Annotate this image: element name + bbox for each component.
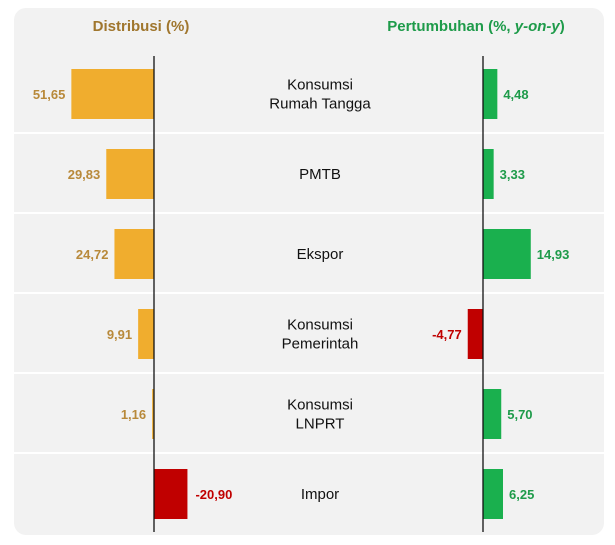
growth-label: 4,48 xyxy=(503,87,528,102)
distribution-label: 51,65 xyxy=(33,87,66,102)
growth-bar xyxy=(483,469,503,519)
growth-header: Pertumbuhan (%, y-on-y) xyxy=(387,18,565,35)
distribution-label: 1,16 xyxy=(121,407,146,422)
growth-bar xyxy=(483,149,494,199)
distribution-label: 9,91 xyxy=(107,327,132,342)
axes xyxy=(153,56,484,532)
growth-bar xyxy=(467,309,483,359)
growth-label: 14,93 xyxy=(537,247,570,262)
distribution-bar xyxy=(71,69,154,119)
category-label: Konsumsi Rumah Tangga xyxy=(269,77,371,113)
distribution-bar xyxy=(114,229,154,279)
value-labels: 51,65 4,48 29,83 3,33 24,72 14,93 9,91 -4,77 1,1… xyxy=(33,87,570,502)
growth-label: 6,25 xyxy=(509,487,534,502)
distribution-label: 29,83 xyxy=(68,167,101,182)
bars xyxy=(71,69,531,519)
growth-bar xyxy=(483,69,498,119)
category-label: PMTB xyxy=(299,166,341,183)
growth-label: -4,77 xyxy=(432,327,462,342)
distribution-header: Distribusi (%) xyxy=(93,18,190,35)
growth-bar xyxy=(483,389,502,439)
row-separators xyxy=(14,132,604,454)
distribution-label: -20,90 xyxy=(195,487,232,502)
category-label: Konsumsi LNPRT xyxy=(287,397,353,433)
distribution-label: 24,72 xyxy=(76,247,109,262)
distribution-bar xyxy=(106,149,154,199)
growth-label: 3,33 xyxy=(500,167,525,182)
distribution-bar xyxy=(152,389,154,439)
distribution-bar xyxy=(154,469,188,519)
category-label: Impor xyxy=(301,486,339,503)
category-label: Konsumsi Pemerintah xyxy=(282,317,359,353)
category-labels: Konsumsi Rumah Tangga PMTB Ekspor Konsumsi Pe… xyxy=(269,77,371,504)
distribution-bar xyxy=(138,309,154,359)
growth-label: 5,70 xyxy=(507,407,532,422)
category-label: Ekspor xyxy=(297,246,344,263)
growth-bar xyxy=(483,229,531,279)
